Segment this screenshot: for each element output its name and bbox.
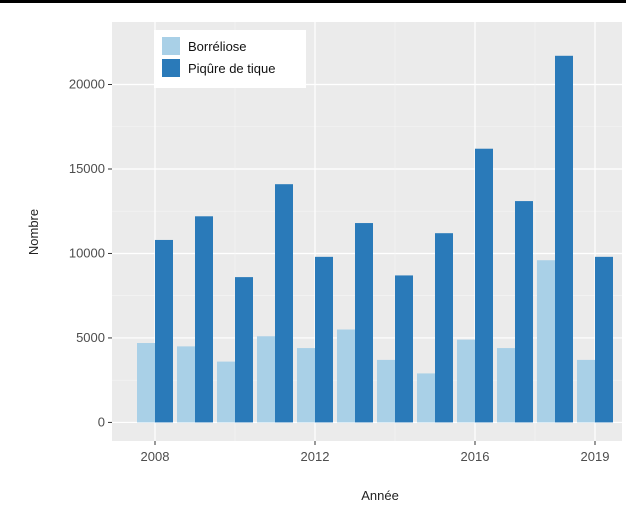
bar-piqure-2016 xyxy=(475,148,493,423)
legend-label-borreliose: Borréliose xyxy=(188,39,247,54)
bar-borreliose-2013 xyxy=(337,329,355,423)
bar-borreliose-2017 xyxy=(497,348,515,423)
bar-borreliose-2015 xyxy=(417,373,435,423)
bar-piqure-2018 xyxy=(555,55,573,423)
y-tick-label: 5000 xyxy=(76,330,105,345)
legend: Borréliose Piqûre de tique xyxy=(154,30,306,88)
y-axis-title: Nombre xyxy=(26,209,41,255)
bar-borreliose-2014 xyxy=(377,359,395,423)
bar-borreliose-2019 xyxy=(577,359,595,423)
y-tick-label: 15000 xyxy=(69,161,105,176)
bar-piqure-2017 xyxy=(515,201,533,423)
bar-borreliose-2012 xyxy=(297,348,315,423)
x-tick-label: 2012 xyxy=(301,449,330,464)
bar-piqure-2012 xyxy=(315,256,333,423)
x-axis: 2008 2012 2016 2019 xyxy=(141,441,610,464)
x-tick-label: 2016 xyxy=(461,449,490,464)
bar-borreliose-2009 xyxy=(177,346,195,423)
x-axis-title: Année xyxy=(361,488,399,503)
bar-piqure-2019 xyxy=(595,256,613,423)
bar-piqure-2015 xyxy=(435,233,453,423)
y-axis: 0 5000 10000 15000 20000 xyxy=(69,77,112,429)
bar-piqure-2011 xyxy=(275,184,293,423)
bar-piqure-2008 xyxy=(155,239,173,423)
bars xyxy=(137,55,613,423)
legend-label-piqure: Piqûre de tique xyxy=(188,61,275,76)
top-rule xyxy=(0,0,626,3)
x-tick-label: 2008 xyxy=(141,449,170,464)
bar-piqure-2009 xyxy=(195,216,213,423)
bar-borreliose-2016 xyxy=(457,339,475,423)
y-tick-label: 20000 xyxy=(69,77,105,92)
bar-borreliose-2010 xyxy=(217,361,235,423)
x-tick-label: 2019 xyxy=(581,449,610,464)
bar-piqure-2013 xyxy=(355,223,373,423)
legend-key-piqure xyxy=(162,59,180,77)
bar-borreliose-2018 xyxy=(537,260,555,423)
legend-key-borreliose xyxy=(162,37,180,55)
bar-piqure-2014 xyxy=(395,275,413,423)
bar-borreliose-2011 xyxy=(257,336,275,423)
bar-borreliose-2008 xyxy=(137,343,155,423)
y-tick-label: 0 xyxy=(98,414,105,429)
y-tick-label: 10000 xyxy=(69,245,105,260)
bar-piqure-2010 xyxy=(235,277,253,423)
